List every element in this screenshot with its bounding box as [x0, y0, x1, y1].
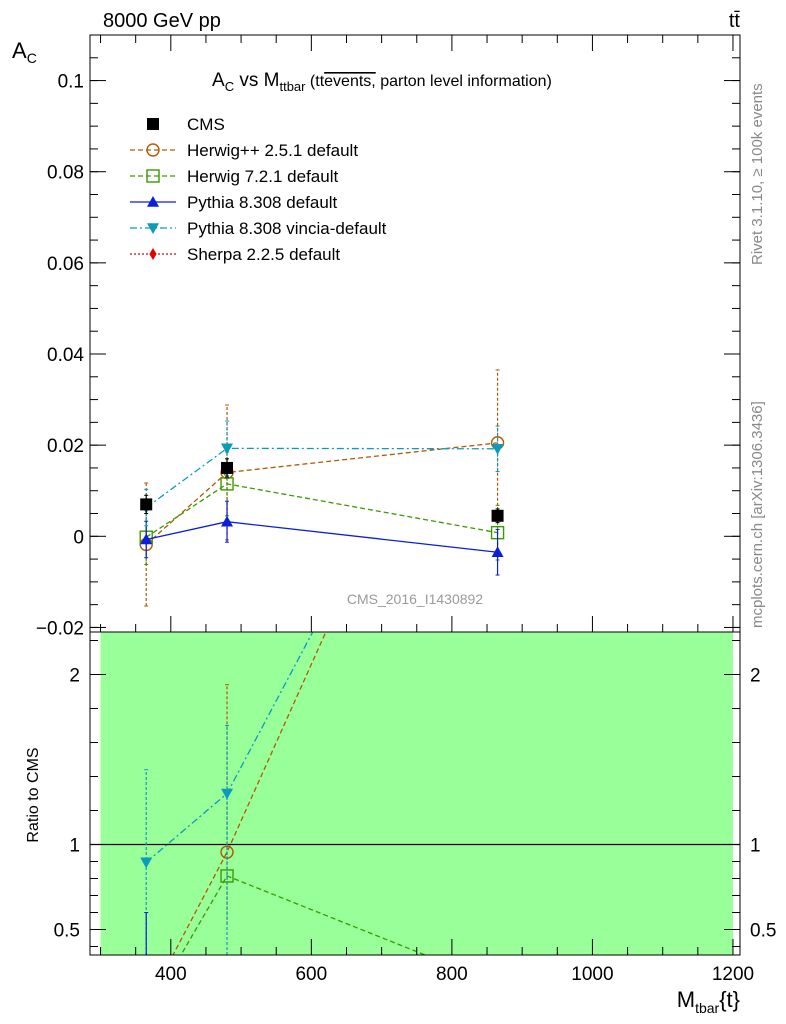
energy-label: 8000 GeV pp	[103, 10, 221, 32]
series-line	[145, 483, 498, 538]
title-part: A	[212, 70, 225, 91]
legend-label: CMS	[187, 115, 225, 134]
data-point	[491, 509, 504, 522]
legend-marker	[146, 169, 160, 183]
legend: CMS Herwig++ 2.5.1 default Herwig 7.2.1 de…	[130, 115, 387, 264]
title-part: parton level information)	[376, 73, 552, 90]
legend-label: Herwig++ 2.5.1 default	[187, 141, 358, 160]
process-label: tt̄	[729, 10, 741, 32]
x-axis-label: Mtbar{t}	[677, 987, 740, 1016]
legend-item: Herwig 7.2.1 default	[130, 167, 338, 186]
y-axis-label-sub: C	[27, 50, 37, 66]
legend-item: CMS	[147, 115, 225, 134]
x-axis-label-main: M	[677, 987, 695, 1012]
y-tick-label: 0.06	[47, 254, 84, 275]
title-sub: ttbar	[279, 79, 306, 94]
watermark: CMS_2016_I1430892	[347, 591, 483, 607]
chart-title: AC vs Mttbar (ttevents, parton level inf…	[212, 70, 552, 94]
data-point	[140, 498, 153, 511]
data-point	[491, 546, 504, 558]
data-point	[221, 443, 234, 455]
x-tick-label: 1000	[571, 964, 613, 985]
lower-frame	[89, 631, 741, 956]
ratio-axis-label: Ratio to CMS	[25, 747, 42, 842]
series-line	[145, 442, 498, 545]
data-point	[220, 477, 234, 491]
y-tick-label: 0.02	[47, 436, 84, 457]
lower-panel: 0.5 0.5 1 1 2 2 400 600 800 1000 1200 Ratio to CMS M…	[25, 631, 776, 1016]
y-axis-label: AC	[12, 38, 37, 66]
y-tick-label: 0	[73, 527, 84, 548]
mcplots-label: mcplots.cern.ch [arXiv:1306.3436]	[749, 401, 766, 628]
series-cms	[140, 458, 504, 524]
rivet-label: Rivet 3.1.10, ≥ 100k events	[749, 83, 766, 265]
series-pythia-8-308-vincia-default	[140, 420, 504, 527]
title-overline: events,	[324, 73, 376, 90]
ratio-y-tick-label-right: 2	[750, 666, 761, 687]
title-part: (tt	[305, 73, 324, 90]
legend-label: Herwig 7.2.1 default	[187, 167, 338, 186]
legend-item: Pythia 8.308 vincia-default	[130, 219, 387, 238]
legend-marker	[149, 248, 157, 260]
legend-label: Sherpa 2.2.5 default	[187, 245, 340, 264]
ratio-y-tick-label-left: 0.5	[54, 921, 80, 942]
legend-label: Pythia 8.308 default	[187, 193, 338, 212]
ratio-y-tick-label-right: 1	[750, 836, 761, 857]
ratio-line	[180, 875, 427, 955]
x-tick-label: 400	[155, 964, 187, 985]
ratio-y-tick-label-right: 0.5	[750, 921, 776, 942]
data-point	[140, 533, 153, 545]
ratio-point	[221, 788, 234, 800]
series-line	[146, 521, 498, 553]
legend-marker	[146, 143, 160, 157]
title-part: vs M	[234, 70, 279, 91]
legend-marker	[147, 196, 159, 207]
legend-marker	[147, 118, 159, 130]
legend-item: Sherpa 2.2.5 default	[130, 245, 340, 264]
ratio-pythia-8-308-default	[144, 912, 149, 955]
legend-item: Herwig++ 2.5.1 default	[130, 141, 358, 160]
upper-series	[139, 369, 505, 607]
x-axis-label-sub: tbar	[695, 1000, 719, 1016]
y-tick-label: 0.08	[47, 163, 84, 184]
x-tick-label: 1200	[712, 964, 754, 985]
legend-label: Pythia 8.308 vincia-default	[187, 219, 387, 238]
legend-marker	[147, 223, 159, 234]
x-tick-label: 800	[436, 964, 468, 985]
ratio-y-tick-label-left: 2	[69, 666, 80, 687]
series-line	[145, 447, 498, 509]
series-herwig-7-2-1-default	[139, 451, 505, 566]
ratio-point	[140, 857, 153, 869]
y-tick-label: 0.1	[58, 72, 84, 93]
series-herwig-2-5-1-default	[139, 369, 505, 607]
x-axis-label-tail: {t}	[719, 987, 740, 1012]
data-point	[221, 461, 234, 474]
series-pythia-8-308-default	[140, 500, 504, 576]
ratio-y-tick-label-left: 1	[69, 836, 80, 857]
y-tick-label: 0.04	[47, 345, 84, 366]
y-tick-label: −0.02	[36, 618, 84, 639]
data-point	[221, 515, 234, 527]
x-tick-label: 600	[295, 964, 327, 985]
title-sub: C	[225, 79, 234, 94]
cms-uncertainty-band	[100, 632, 733, 955]
y-axis-label-main: A	[12, 38, 27, 63]
data-point	[491, 443, 504, 455]
legend-item: Pythia 8.308 default	[130, 193, 338, 212]
